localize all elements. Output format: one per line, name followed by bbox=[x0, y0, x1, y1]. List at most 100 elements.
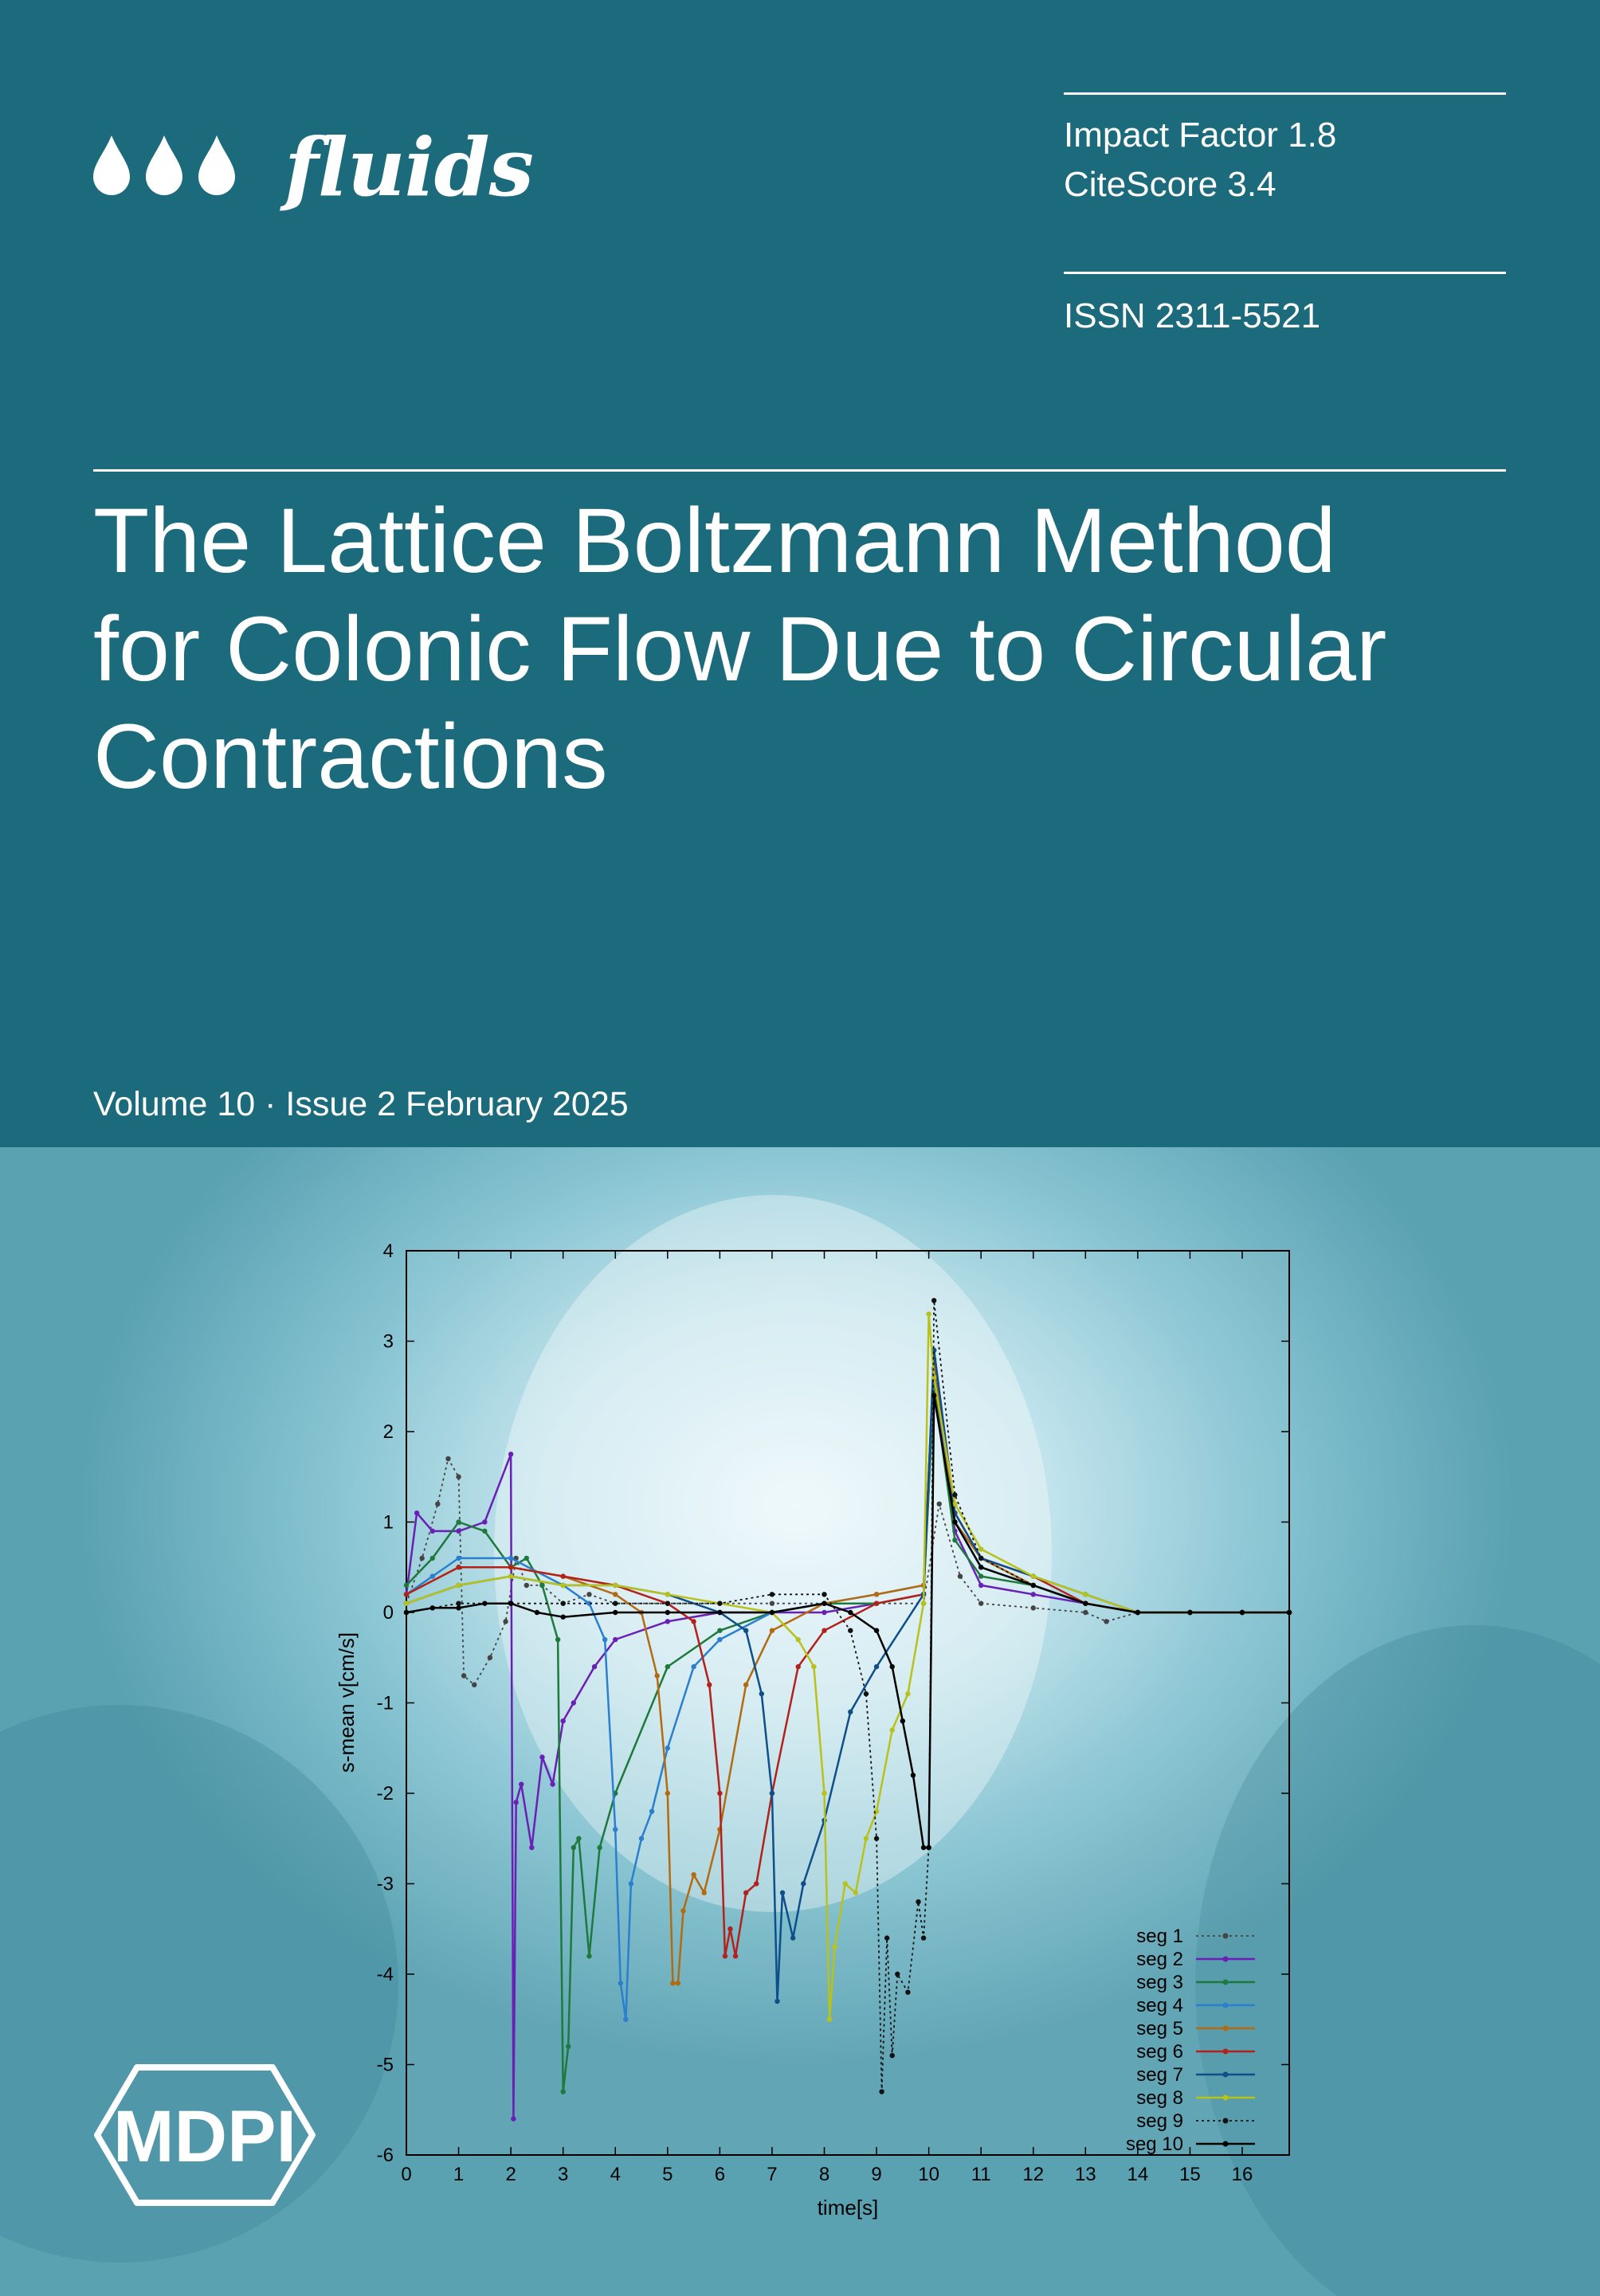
mdpi-hexagon-icon bbox=[94, 2064, 316, 2206]
plot-frame bbox=[406, 1250, 1290, 2156]
data-point bbox=[456, 1605, 461, 1611]
data-point bbox=[769, 1592, 775, 1597]
x-tick-label: 2 bbox=[505, 2164, 516, 2185]
data-point bbox=[832, 1944, 837, 1950]
series-8 bbox=[403, 1311, 1292, 2022]
data-point bbox=[920, 1935, 927, 1941]
x-tick-label: 9 bbox=[871, 2164, 881, 2185]
data-point bbox=[1239, 1609, 1245, 1616]
data-point bbox=[665, 1609, 671, 1616]
data-point bbox=[456, 1528, 461, 1534]
data-point bbox=[848, 1609, 853, 1616]
issn: ISSN 2311-5521 bbox=[1064, 296, 1321, 335]
data-point bbox=[665, 1592, 671, 1597]
data-point bbox=[675, 1981, 681, 1986]
legend-marker bbox=[1222, 1933, 1229, 1939]
series-line bbox=[406, 1349, 1289, 1957]
legend-marker bbox=[1222, 1956, 1229, 1962]
x-tick-label: 12 bbox=[1022, 2164, 1044, 2185]
legend-label: seg 8 bbox=[1136, 2087, 1183, 2109]
data-point bbox=[879, 2089, 884, 2094]
x-tick-label: 15 bbox=[1179, 2164, 1201, 2185]
y-tick-label: -6 bbox=[377, 2145, 394, 2166]
data-point bbox=[539, 1754, 545, 1760]
data-point bbox=[576, 1836, 582, 1841]
journal-logo[interactable]: fluids bbox=[92, 127, 534, 207]
data-point bbox=[701, 1890, 707, 1896]
impact-factor: Impact Factor 1.8 bbox=[1064, 116, 1337, 155]
data-point bbox=[853, 1890, 859, 1896]
data-point bbox=[790, 1935, 796, 1941]
y-tick-label: 4 bbox=[383, 1240, 394, 1262]
title-rule bbox=[93, 469, 1506, 472]
x-tick-label: 7 bbox=[767, 2164, 777, 2185]
data-point bbox=[613, 1601, 618, 1606]
data-point bbox=[472, 1682, 477, 1687]
data-point bbox=[670, 1981, 676, 1986]
data-point bbox=[873, 1592, 880, 1597]
three-drops-icon bbox=[92, 134, 237, 196]
data-point bbox=[717, 1601, 723, 1606]
data-point bbox=[1083, 1609, 1088, 1616]
data-point bbox=[508, 1601, 514, 1606]
data-point bbox=[1104, 1619, 1109, 1624]
data-point bbox=[456, 1582, 461, 1589]
data-point bbox=[560, 1614, 566, 1620]
data-point bbox=[508, 1565, 514, 1570]
data-point bbox=[691, 1619, 696, 1624]
data-point bbox=[571, 1844, 576, 1851]
data-point bbox=[613, 1582, 618, 1589]
data-point bbox=[591, 1663, 598, 1670]
data-point bbox=[936, 1501, 942, 1507]
data-point bbox=[873, 1628, 880, 1633]
data-point bbox=[586, 1601, 592, 1606]
data-point bbox=[691, 1871, 696, 1878]
data-point bbox=[513, 1800, 519, 1805]
data-point bbox=[482, 1601, 488, 1606]
data-point bbox=[717, 1628, 723, 1633]
data-point bbox=[811, 1663, 817, 1670]
legend-marker bbox=[1222, 2048, 1229, 2055]
legend-marker bbox=[1222, 2141, 1229, 2147]
data-point bbox=[419, 1555, 425, 1561]
data-point bbox=[920, 1844, 927, 1851]
data-point bbox=[519, 1781, 524, 1787]
data-point bbox=[555, 1636, 561, 1643]
legend-marker bbox=[1222, 2094, 1229, 2101]
y-tick-label: -1 bbox=[377, 1693, 394, 1714]
data-point bbox=[524, 1555, 529, 1561]
mdpi-logo[interactable]: MDPI bbox=[89, 2059, 320, 2211]
data-point bbox=[717, 1790, 723, 1796]
data-point bbox=[717, 1609, 723, 1616]
data-point bbox=[456, 1519, 461, 1525]
data-point bbox=[665, 1619, 671, 1624]
data-point bbox=[910, 1773, 916, 1778]
data-point bbox=[1187, 1609, 1193, 1616]
data-point bbox=[429, 1605, 435, 1611]
data-point bbox=[566, 2043, 571, 2049]
legend-label: seg 2 bbox=[1136, 1949, 1183, 1970]
y-axis: -6 -5 -4 -3 -2 -1 0 1 2 3 4 bbox=[377, 1240, 1289, 2166]
legend-marker bbox=[1222, 2002, 1229, 2008]
data-point bbox=[1030, 1573, 1036, 1579]
legend-label: seg 1 bbox=[1136, 1926, 1183, 1947]
data-point bbox=[550, 1781, 555, 1787]
data-point bbox=[920, 1601, 927, 1606]
legend-marker bbox=[1222, 1979, 1229, 1985]
legend-label: seg 5 bbox=[1136, 2018, 1183, 2039]
data-point bbox=[873, 1601, 880, 1606]
x-axis: 0 1 2 3 4 5 6 7 8 9 10 11 12 13 14 15 16 bbox=[401, 1251, 1253, 2185]
data-point bbox=[863, 1691, 869, 1697]
header-band: fluids Impact Factor 1.8 CiteScore 3.4 I… bbox=[0, 0, 1600, 1147]
metrics-top-rule bbox=[1064, 92, 1506, 95]
data-point bbox=[456, 1474, 461, 1479]
article-title[interactable]: The Lattice Boltzmann Method for Colonic… bbox=[93, 488, 1527, 812]
data-point bbox=[403, 1592, 410, 1597]
data-point bbox=[456, 1565, 461, 1570]
data-point bbox=[978, 1555, 984, 1561]
x-tick-label: 10 bbox=[918, 2164, 939, 2185]
data-point bbox=[482, 1519, 488, 1525]
legend-label: seg 6 bbox=[1136, 2041, 1183, 2063]
x-tick-label: 0 bbox=[401, 2164, 411, 2185]
data-point bbox=[916, 1899, 921, 1905]
